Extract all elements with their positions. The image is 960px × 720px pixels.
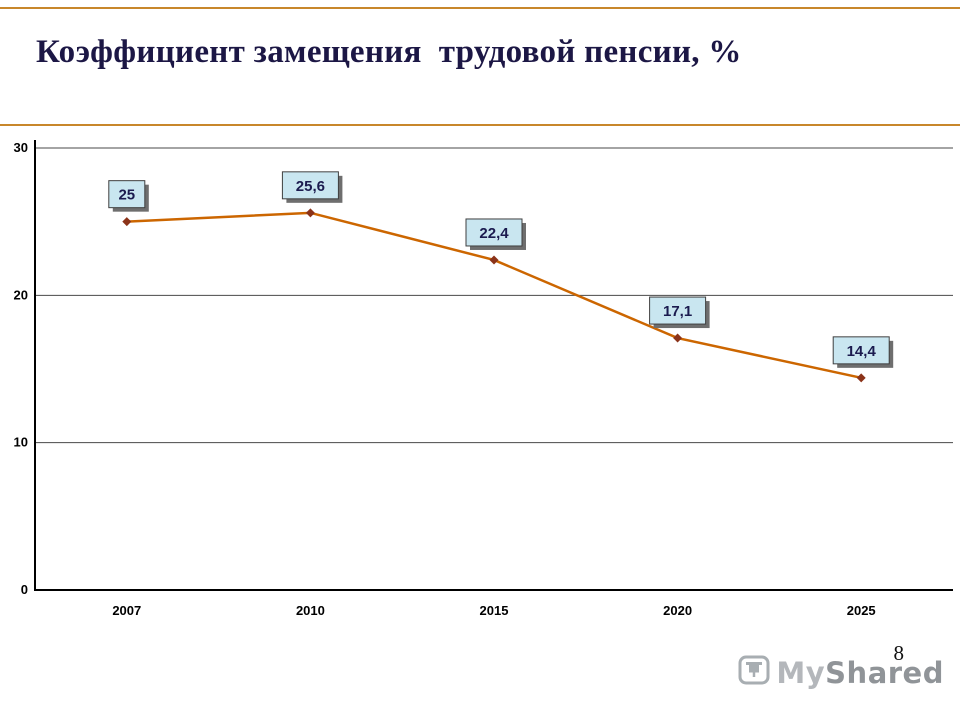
data-label-text: 14,4 (847, 343, 877, 360)
data-label-text: 17,1 (663, 303, 692, 320)
x-tick-label: 2010 (296, 603, 325, 618)
data-label-box (281, 171, 339, 200)
data-point-marker (856, 373, 866, 383)
y-tick-label: 10 (14, 435, 28, 450)
y-tick-label: 30 (14, 140, 28, 155)
myshared-watermark: MyShared (738, 655, 944, 690)
y-tick-label: 0 (21, 582, 28, 597)
top-divider (0, 7, 960, 9)
x-tick-label: 2020 (663, 603, 692, 618)
watermark-text-my: My (776, 655, 826, 690)
x-tick-label: 2007 (112, 603, 141, 618)
watermark-text-shared: Shared (825, 655, 944, 690)
title-divider (0, 124, 960, 126)
data-point-marker (673, 333, 683, 343)
data-label-box (649, 296, 707, 325)
data-label-text: 25 (118, 187, 135, 204)
data-point-marker (489, 255, 499, 265)
data-point-marker (305, 208, 315, 218)
y-tick-label: 20 (14, 287, 28, 302)
data-label-box (465, 218, 523, 247)
x-tick-label: 2015 (480, 603, 509, 618)
data-label-box (832, 336, 890, 365)
presentation-screen-icon (738, 655, 770, 690)
data-label-text: 25,6 (296, 178, 325, 195)
page-number: 8 (893, 641, 905, 665)
slide-title: Коэффициент замещения трудовой пенсии, % (36, 34, 742, 70)
x-tick-label: 2025 (847, 603, 876, 618)
data-label-box (108, 180, 146, 209)
data-point-marker (122, 217, 132, 227)
data-label-text: 22,4 (479, 225, 509, 242)
watermark-text: MyShared (776, 656, 944, 690)
